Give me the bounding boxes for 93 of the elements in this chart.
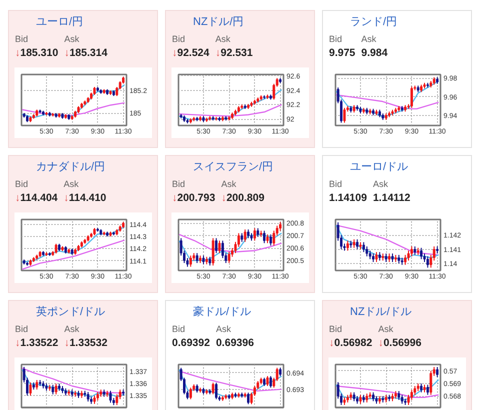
candlestick — [410, 86, 413, 108]
candlestick — [269, 376, 272, 388]
candlestick — [189, 255, 192, 268]
candlestick — [86, 391, 90, 402]
candlestick — [54, 383, 58, 395]
candlestick — [221, 240, 224, 259]
chart-title: 豪ドル/ドル — [193, 305, 252, 319]
text: ↓200.793 — [172, 192, 216, 205]
chart-title: カナダドル/円 — [36, 160, 106, 174]
text: ↓1.33522 — [15, 337, 58, 350]
candlestick — [109, 390, 112, 404]
text: 1.14109 — [329, 192, 367, 205]
line-series — [178, 88, 282, 120]
chart-title: ユーロ/ドル — [350, 160, 408, 174]
text: Ask — [64, 324, 80, 335]
text: Bid — [329, 179, 344, 190]
line-series — [22, 84, 126, 118]
candlestick — [410, 246, 413, 257]
text: ↓92.531 — [215, 47, 253, 60]
text: Ask — [64, 34, 80, 45]
candlestick — [189, 387, 192, 400]
line-series — [336, 385, 440, 398]
candlestick — [346, 240, 349, 252]
candlestick — [426, 256, 429, 268]
candlestick — [54, 243, 58, 254]
line-series — [22, 240, 126, 270]
candlestick — [116, 394, 118, 406]
candlestick — [29, 382, 32, 396]
text: ↓200.809 — [221, 192, 264, 205]
text: Ask — [378, 324, 394, 335]
candlestick — [375, 252, 378, 262]
candlestick — [196, 252, 198, 264]
text: Ask — [64, 179, 80, 190]
candlestick — [212, 382, 214, 395]
text: Bid — [15, 324, 30, 335]
candlestick — [266, 376, 269, 386]
chart-title: NZドル/円 — [193, 15, 244, 29]
line-series — [178, 368, 282, 397]
text: ↓1.33532 — [64, 337, 108, 350]
candlestick — [404, 254, 407, 266]
text: ↓92.524 — [172, 47, 210, 60]
candlestick — [356, 238, 359, 250]
candlestick — [36, 380, 38, 390]
text: ↓185.314 — [64, 47, 108, 60]
candlestick — [215, 238, 218, 254]
line-series — [178, 104, 282, 117]
candlestick — [218, 240, 221, 254]
chart-title: ユーロ/円 — [36, 15, 84, 29]
text: 9.984 — [361, 47, 388, 60]
text: 0.69392 — [172, 337, 210, 350]
candlestick — [436, 366, 439, 378]
chart-title: NZドル/ドル — [350, 305, 412, 319]
text: ↓114.410 — [64, 192, 106, 205]
text: ↓185.310 — [15, 47, 58, 60]
chart-title: スイスフラン/円 — [193, 160, 274, 174]
text: Ask — [216, 324, 232, 335]
text: ↓0.56996 — [378, 337, 422, 350]
text: ↓114.404 — [15, 192, 58, 205]
candlestick — [247, 392, 250, 405]
candlestick — [407, 250, 410, 262]
text: 1.14112 — [372, 192, 410, 205]
line-series — [22, 102, 126, 116]
candlestick — [215, 382, 218, 400]
text: Bid — [15, 179, 30, 190]
candlestick — [212, 238, 214, 266]
candlestick — [420, 247, 423, 260]
candlestick — [269, 234, 272, 246]
candlestick — [228, 251, 230, 264]
text: Ask — [221, 179, 238, 190]
candlestick — [430, 370, 432, 396]
text: Bid — [15, 34, 30, 45]
candlestick — [244, 228, 246, 242]
chart-title: ランド/円 — [350, 15, 398, 29]
candlestick — [407, 394, 410, 406]
text: ↓0.56982 — [329, 337, 372, 350]
candlestick — [52, 384, 54, 395]
text: Bid — [329, 34, 344, 45]
text: 9.975 — [329, 47, 356, 60]
text: Ask — [372, 179, 389, 190]
text: Bid — [172, 324, 186, 335]
text: Ask — [215, 34, 232, 45]
candlestick — [343, 107, 346, 124]
candlestick — [426, 384, 429, 396]
text: Ask — [361, 34, 378, 45]
candlestick — [253, 228, 256, 242]
candlestick — [362, 242, 365, 253]
text: 0.69396 — [216, 337, 254, 350]
candlestick — [366, 246, 368, 257]
text: Bid — [172, 34, 186, 45]
text: Bid — [172, 179, 186, 190]
candlestick — [263, 230, 266, 244]
chart-title: 英ポンド/ドル — [36, 305, 106, 319]
text: Bid — [329, 324, 344, 335]
